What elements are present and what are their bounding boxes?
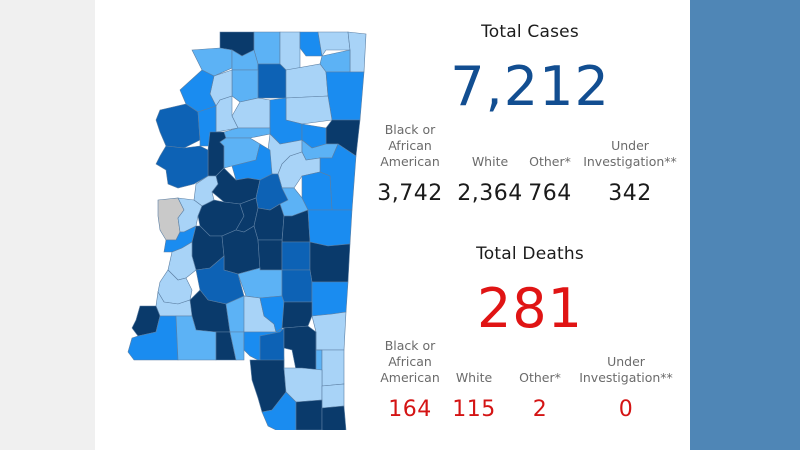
county-region <box>281 269 313 303</box>
deaths-black-label: Black or African American <box>380 338 440 385</box>
county-region <box>285 63 329 99</box>
county-region <box>299 31 323 57</box>
total-cases-value: 7,212 <box>450 55 610 118</box>
county-region <box>155 145 209 189</box>
county-region <box>231 69 259 103</box>
county-region <box>253 31 281 65</box>
county-region <box>229 331 245 361</box>
county-region <box>295 399 323 430</box>
total-deaths-title: Total Deaths <box>476 244 584 264</box>
deaths-other-column: Other* 2 <box>510 334 570 424</box>
deaths-under-investigation-value: 0 <box>618 397 634 422</box>
cases-white-column: White 2,364 <box>448 118 532 208</box>
deaths-white-column: White 115 <box>442 334 506 424</box>
county-region <box>155 103 201 149</box>
county-region <box>311 311 347 351</box>
county-region <box>307 209 353 247</box>
deaths-other-value: 2 <box>532 397 548 422</box>
deaths-black-column: Black or African American 164 <box>372 334 448 424</box>
left-background-strip <box>0 0 95 450</box>
cases-other-column: Other* 764 <box>520 118 580 208</box>
cases-black-label: Black or African American <box>380 122 440 169</box>
cases-white-value: 2,364 <box>457 181 523 206</box>
county-region <box>285 95 333 125</box>
right-background-strip <box>690 0 800 450</box>
county-region <box>191 47 233 77</box>
cases-other-label: Other* <box>529 154 571 169</box>
cases-under-investigation-label: Under Investigation** <box>583 138 677 169</box>
county-region <box>257 63 287 99</box>
mississippi-map-svg <box>127 31 367 430</box>
county-region <box>321 405 347 430</box>
county-region <box>279 31 301 71</box>
county-region <box>321 383 345 409</box>
cases-other-value: 764 <box>528 181 572 206</box>
county-region <box>311 281 349 317</box>
cases-black-column: Black or African American 3,742 <box>372 118 448 208</box>
deaths-black-value: 164 <box>388 397 432 422</box>
cases-black-value: 3,742 <box>377 181 443 206</box>
county-region <box>237 267 283 299</box>
county-region <box>317 31 351 57</box>
total-cases-title: Total Cases <box>481 22 579 42</box>
county-choropleth-map <box>120 20 380 430</box>
county-region <box>309 241 351 283</box>
county-region <box>325 71 365 121</box>
cases-breakdown: Black or African American 3,742 White 2,36… <box>370 118 690 208</box>
deaths-white-label: White <box>455 370 493 385</box>
deaths-breakdown: Black or African American 164 White 115 Ot… <box>370 334 690 424</box>
deaths-other-label: Other* <box>519 370 561 385</box>
county-region <box>231 97 271 129</box>
county-region <box>283 325 317 371</box>
deaths-white-value: 115 <box>452 397 496 422</box>
deaths-under-investigation-label: Under Investigation** <box>579 354 673 385</box>
county-region <box>301 171 333 211</box>
cases-under-investigation-value: 342 <box>608 181 652 206</box>
county-region <box>347 31 367 73</box>
county-region <box>257 239 283 271</box>
cases-white-label: White <box>471 154 509 169</box>
county-region <box>131 305 161 337</box>
county-region <box>319 49 351 73</box>
deaths-under-investigation-column: Under Investigation** 0 <box>576 334 676 424</box>
cases-under-investigation-column: Under Investigation** 342 <box>582 118 678 208</box>
county-region <box>281 241 311 271</box>
statistics-panel: Total Cases 7,212 Black or African America… <box>370 0 690 450</box>
total-deaths-value: 281 <box>476 277 584 340</box>
county-region <box>281 301 313 329</box>
